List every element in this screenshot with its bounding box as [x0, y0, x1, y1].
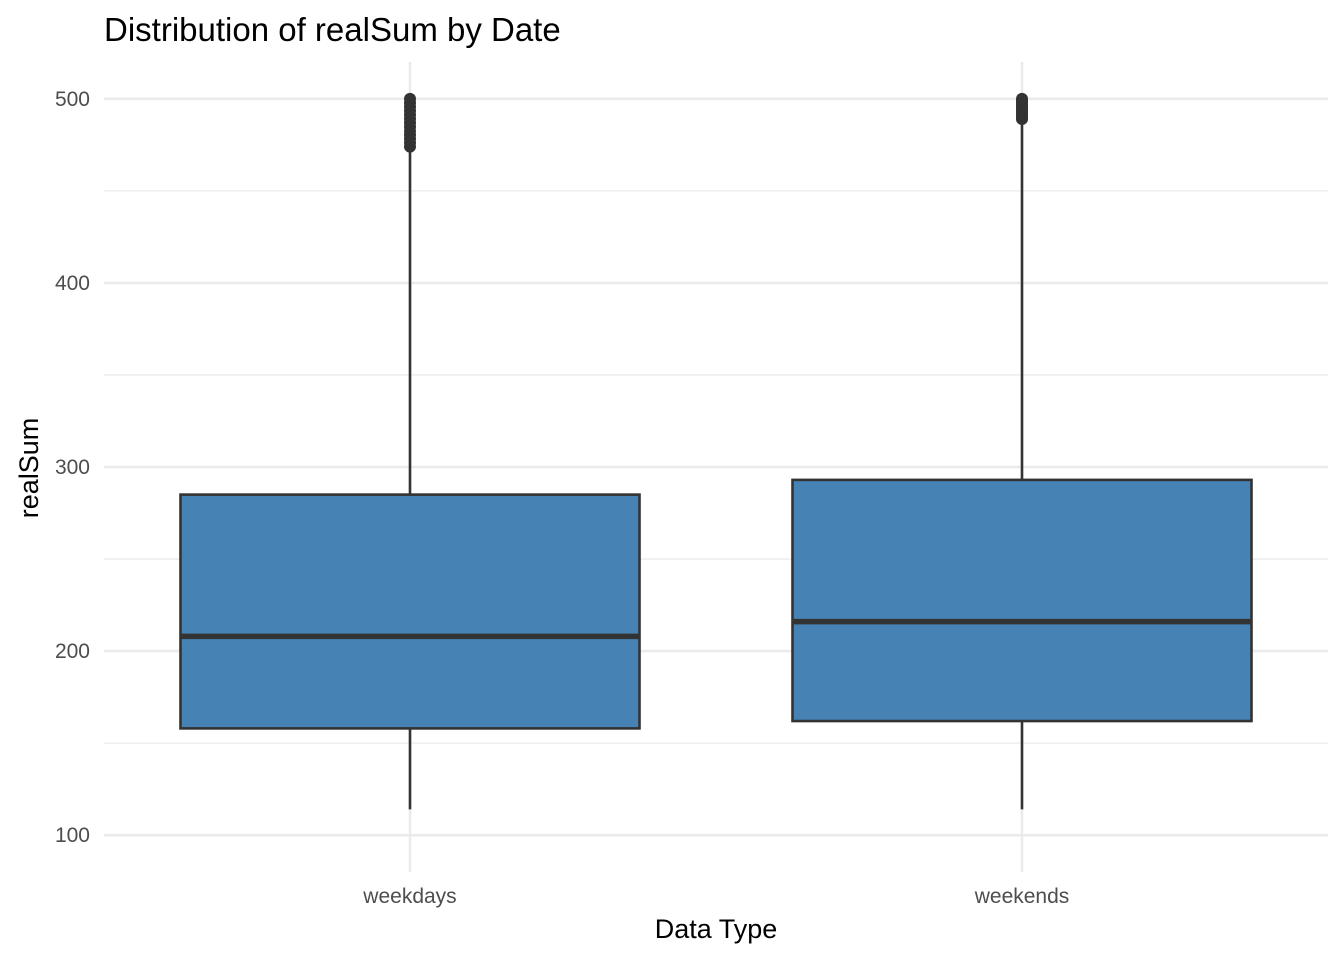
- x-tick-label: weekends: [974, 885, 1070, 908]
- outlier-point: [1016, 92, 1028, 105]
- box-weekdays: [179, 92, 641, 810]
- boxes: [179, 92, 1253, 810]
- y-tick-label: 400: [55, 272, 90, 295]
- outlier-point: [404, 92, 416, 105]
- x-tick-label: weekdays: [362, 885, 456, 908]
- box-rect: [791, 478, 1253, 723]
- y-tick-label: 300: [55, 456, 90, 479]
- grid-lines: [104, 62, 1328, 872]
- box-weekends: [791, 92, 1253, 810]
- x-axis-title: Data Type: [655, 914, 778, 944]
- x-axis-ticks: weekdays weekends: [362, 885, 1069, 908]
- y-axis-ticks: 100 200 300 400 500: [55, 88, 90, 847]
- y-tick-label: 500: [55, 88, 90, 111]
- chart-title: Distribution of realSum by Date: [104, 11, 561, 48]
- y-tick-label: 100: [55, 824, 90, 847]
- y-tick-label: 200: [55, 640, 90, 663]
- y-axis-title: realSum: [14, 418, 44, 519]
- box-rect: [179, 493, 641, 730]
